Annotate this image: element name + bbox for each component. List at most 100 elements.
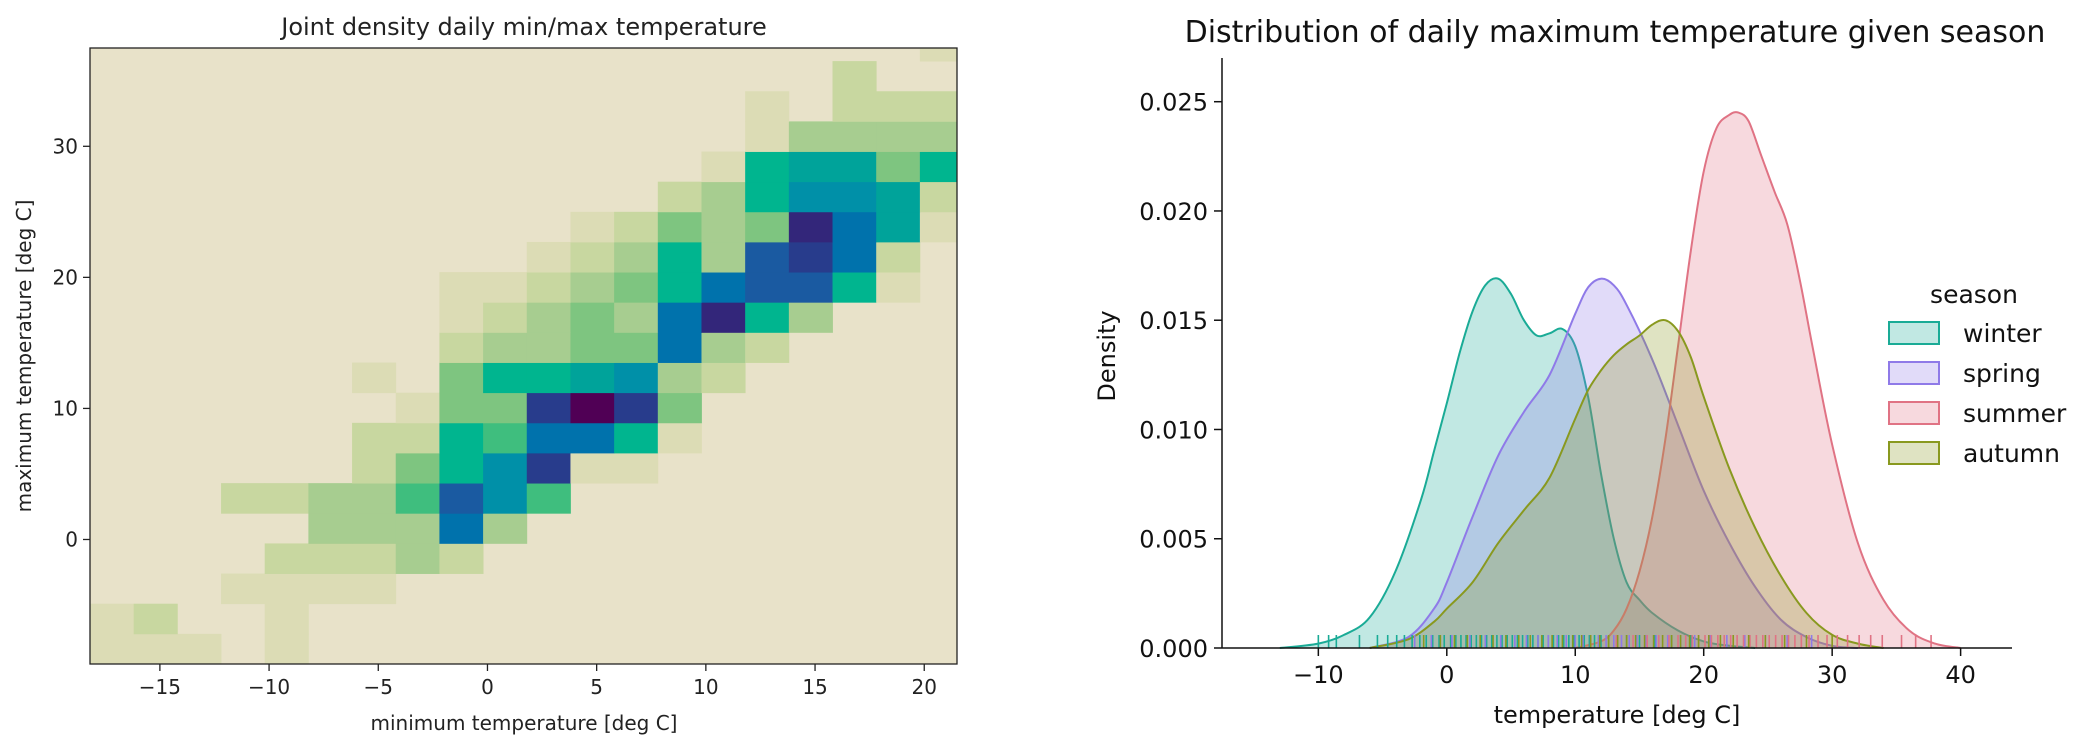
x-tick-label: 40: [1945, 661, 1976, 689]
heatmap-cell: [264, 633, 309, 664]
kde-line-winter: [1279, 277, 1756, 649]
heatmap-cell: [701, 362, 746, 394]
kde-title: Distribution of daily maximum temperatur…: [1185, 15, 2046, 50]
heatmap-cell: [919, 151, 957, 183]
legend-label-spring: spring: [1963, 359, 2041, 388]
heatmap-cell: [439, 452, 484, 484]
heatmap-cell: [657, 332, 702, 363]
heatmap-cell: [876, 241, 921, 273]
heatmap-cell: [483, 452, 528, 484]
heatmap-cell: [788, 272, 833, 303]
heatmap-cell: [701, 181, 746, 213]
heatmap-cell: [832, 211, 877, 243]
x-tick-label: −5: [364, 675, 393, 699]
heatmap-cell: [832, 151, 877, 183]
heatmap-cell: [832, 272, 877, 303]
heatmap-cells: [90, 48, 957, 664]
heatmap-cell: [657, 272, 702, 303]
heatmap-cell: [745, 272, 790, 303]
heatmap-cell: [701, 211, 746, 243]
heatmap-cell: [745, 121, 790, 152]
heatmap-cell: [919, 91, 957, 122]
heatmap-cell: [570, 211, 615, 243]
heatmap-cell: [439, 362, 484, 394]
heatmap-cell: [701, 332, 746, 363]
kde-rugs: [1317, 635, 1932, 648]
kde-areas: [1279, 111, 1961, 649]
x-tick-label: 15: [802, 675, 827, 699]
heatmap-cell: [439, 422, 484, 454]
kde-chart: Distribution of daily maximum temperatur…: [1093, 15, 2067, 729]
heatmap-cell: [788, 121, 833, 152]
kde-x-label: temperature [deg C]: [1494, 701, 1741, 729]
kde-y-ticks: 0.000 0.005 0.010 0.015 0.020 0.025: [1139, 89, 1222, 663]
heatmap-cell: [133, 603, 178, 635]
heatmap-cell: [526, 241, 571, 273]
heatmap-x-ticks: −15 −10 −5 0 5 10 15 20: [139, 664, 937, 699]
heatmap-cell: [832, 91, 877, 122]
heatmap-cell: [395, 392, 440, 424]
heatmap-cell: [614, 272, 659, 303]
heatmap-cell: [657, 422, 702, 454]
heatmap-chart: Joint density daily min/max temperature …: [12, 13, 958, 735]
heatmap-cell: [614, 241, 659, 273]
x-tick-label: 10: [693, 675, 718, 699]
heatmap-cell: [876, 211, 921, 243]
legend-swatch-summer: [1888, 401, 1940, 425]
legend-label-winter: winter: [1963, 319, 2042, 348]
heatmap-cell: [657, 211, 702, 243]
heatmap-cell: [832, 121, 877, 152]
y-tick-label: 0.020: [1139, 198, 1208, 226]
heatmap-cell: [483, 362, 528, 394]
heatmap-cell: [526, 422, 571, 454]
heatmap-cell: [657, 302, 702, 333]
legend-label-summer: summer: [1963, 399, 2067, 428]
heatmap-cell: [701, 241, 746, 273]
heatmap-cell: [876, 272, 921, 303]
heatmap-cell: [90, 633, 135, 664]
heatmap-cell: [919, 211, 957, 243]
heatmap-y-label: maximum temperature [deg C]: [12, 200, 36, 513]
heatmap-cell: [526, 302, 571, 333]
heatmap-cell: [832, 241, 877, 273]
kde-line-summer: [1575, 111, 1961, 649]
heatmap-cell: [439, 483, 484, 514]
heatmap-cell: [221, 483, 266, 514]
heatmap-cell: [919, 181, 957, 213]
heatmap-cell: [483, 332, 528, 363]
heatmap-cell: [570, 452, 615, 484]
x-tick-label: 0: [1439, 661, 1454, 689]
heatmap-cell: [352, 452, 397, 484]
heatmap-cell: [570, 362, 615, 394]
heatmap-cell: [701, 302, 746, 333]
x-tick-label: 30: [1817, 661, 1848, 689]
heatmap-cell: [526, 272, 571, 303]
heatmap-cell: [570, 392, 615, 424]
x-tick-label: −10: [1293, 661, 1344, 689]
y-tick-label: 30: [53, 134, 78, 158]
kde-line-autumn: [1369, 318, 1884, 649]
heatmap-cell: [439, 543, 484, 574]
heatmap-cell: [439, 302, 484, 333]
x-tick-label: 0: [481, 675, 494, 699]
heatmap-cell: [614, 392, 659, 424]
heatmap-cell: [570, 422, 615, 454]
y-tick-label: 0.005: [1139, 526, 1208, 554]
y-tick-label: 0.015: [1139, 307, 1208, 335]
heatmap-cell: [614, 422, 659, 454]
heatmap-cell: [876, 151, 921, 183]
kde-y-label: Density: [1093, 310, 1121, 401]
heatmap-y-ticks: 0 10 20 30: [53, 134, 90, 551]
heatmap-cell: [177, 633, 222, 664]
heatmap-cell: [308, 483, 353, 514]
heatmap-cell: [832, 181, 877, 213]
heatmap-cell: [745, 151, 790, 183]
heatmap-cell: [745, 332, 790, 363]
kde-line-spring: [1369, 277, 1858, 649]
legend-title: season: [1930, 280, 2018, 309]
y-tick-label: 10: [53, 396, 78, 420]
heatmap-cell: [483, 272, 528, 303]
heatmap-cell: [264, 603, 309, 635]
x-tick-label: 20: [912, 675, 937, 699]
